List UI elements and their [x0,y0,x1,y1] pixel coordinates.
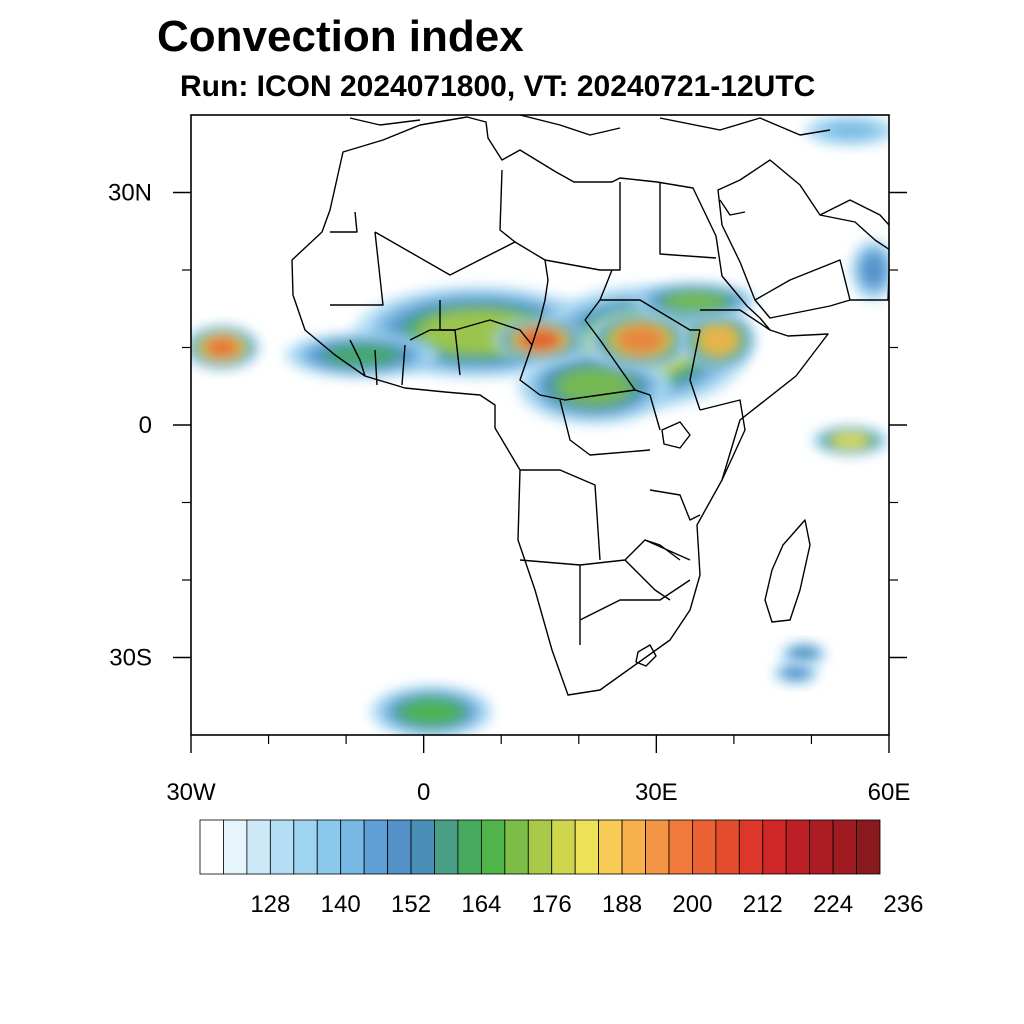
map-frame [190,114,890,736]
colorbar-label: 176 [532,891,572,918]
convection-cell [191,324,261,371]
convection-cell [586,308,696,371]
colorbar-label: 164 [461,891,501,918]
colorbar-bin [293,819,318,875]
colorbar-bin [269,819,295,875]
map-axes: 30W 0 30E 60E 30N 0 30S [108,180,911,807]
colorbar-label: 200 [672,891,712,918]
convection-cell [811,424,889,457]
chart-title: Convection index [157,12,524,61]
lon-tick-label: 60E [868,779,911,806]
colorbar-label: 140 [321,891,361,918]
convection-cell [633,281,758,321]
colorbar-bin [692,819,717,875]
colorbar-bin [598,819,623,875]
convection-cell [679,308,758,371]
colorbar-bin [457,819,482,875]
colorbar-label: 152 [391,891,431,918]
colorbar-bin [199,819,224,875]
colorbar-bin [856,819,881,875]
colorbar-label: 188 [602,891,642,918]
colorbar-label: 212 [743,891,783,918]
colorbar-bin [621,819,646,875]
colorbar-bin [410,819,435,875]
madagascar-coastline [764,519,811,623]
colorbar-bin [738,819,764,875]
lon-tick-label: 0 [417,779,430,806]
lon-tick-label: 30E [635,779,678,806]
lat-tick-label: 0 [139,412,152,439]
colorbar-bin [715,819,740,875]
colorbar-label: 236 [883,891,923,918]
convection-cell [803,115,889,147]
convection-cell [780,641,827,666]
convection-cell [493,316,587,364]
lon-tick-label: 30W [166,779,216,806]
colorbar-bin [527,819,553,875]
convection-cell [369,684,494,735]
colorbar-bin [574,819,600,875]
coastlines-and-borders [291,115,889,696]
colorbar: 128 140 152 164 176 188 200 212 224 236 [199,819,923,918]
arabia-coastline [717,159,889,319]
colorbar-bin [785,819,811,875]
lat-tick-label: 30S [109,645,152,672]
colorbar-bin [645,819,670,875]
colorbar-bin [504,819,529,875]
lat-tick-label: 30N [108,180,152,207]
convection-cell [772,661,820,685]
colorbar-bin [223,819,248,875]
convection-field [191,115,889,735]
colorbar-label: 128 [250,891,290,918]
colorbar-bin [246,819,271,875]
colorbar-bin [551,819,576,875]
convection-cell [850,238,889,302]
colorbar-bin [316,819,342,875]
colorbar-bin [480,819,506,875]
colorbar-bin [363,819,388,875]
colorbar-bin [762,819,787,875]
colorbar-bin [434,819,459,875]
colorbar-bin [668,819,693,875]
colorbar-bin [809,819,834,875]
convection-cell [284,331,440,379]
colorbar-label: 224 [813,891,853,918]
convection-cell [516,347,672,426]
colorbar-bin [832,819,857,875]
colorbar-bin [387,819,412,875]
colorbar-bin [340,819,365,875]
chart-subtitle: Run: ICON 2024071800, VT: 20240721-12UTC [180,70,816,103]
